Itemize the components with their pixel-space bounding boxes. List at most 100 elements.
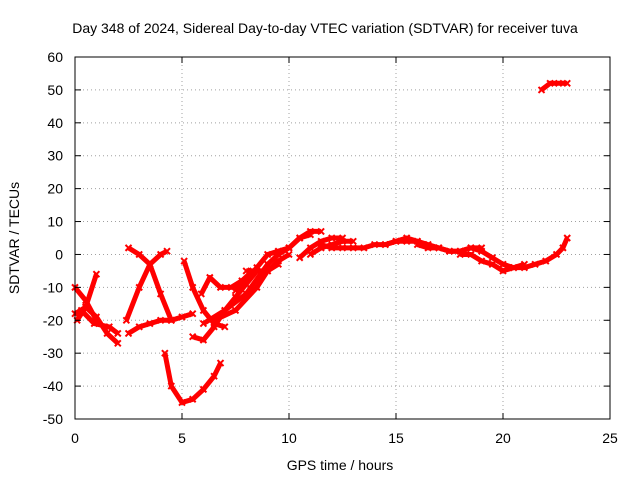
data-point: [135, 283, 143, 292]
data-point: [546, 79, 554, 88]
x-tick-label: 20: [495, 430, 511, 446]
data-point: [563, 79, 571, 88]
data-point: [456, 250, 464, 259]
x-tick-label: 15: [388, 430, 404, 446]
data-point: [90, 319, 98, 328]
y-tick-label: -30: [43, 345, 63, 361]
data-point: [161, 349, 169, 357]
data-point: [146, 260, 154, 269]
data-point: [92, 270, 101, 278]
data-point: [552, 250, 561, 259]
y-tick-label: 40: [47, 115, 63, 131]
series-track-21: [456, 234, 571, 275]
data-point: [124, 329, 133, 338]
data-point: [338, 244, 347, 252]
data-point: [231, 306, 240, 315]
series-track-4: [77, 306, 122, 338]
data-point: [509, 263, 518, 272]
series-track-5: [124, 244, 176, 324]
data-point: [199, 385, 208, 394]
y-tick-label: 50: [47, 82, 63, 98]
y-tick-label: 20: [47, 181, 63, 197]
data-point: [188, 309, 197, 318]
data-point: [163, 247, 171, 255]
series-track-14: [231, 231, 315, 295]
data-point: [188, 333, 197, 341]
data-point: [499, 267, 507, 275]
data-point: [77, 306, 86, 315]
data-point: [135, 323, 143, 331]
series-track-6: [122, 247, 171, 324]
data-point: [197, 290, 205, 298]
data-point: [199, 319, 208, 328]
data-point: [467, 250, 475, 259]
y-tick-label: 10: [47, 214, 63, 230]
x-tick-label: 10: [281, 430, 297, 446]
data-point: [199, 336, 208, 344]
data-point: [317, 240, 325, 249]
data-point: [306, 244, 315, 252]
series-group: [71, 79, 571, 407]
y-tick-label: -50: [43, 411, 63, 427]
data-point: [328, 234, 336, 242]
x-axis-label: GPS time / hours: [287, 457, 394, 473]
y-axis-label: SDTVAR / TECUs: [6, 182, 22, 294]
plot-frame: [74, 56, 611, 420]
data-point: [477, 247, 486, 255]
data-point: [370, 240, 379, 249]
data-point: [531, 260, 539, 269]
series-line: [127, 245, 174, 322]
data-point: [146, 319, 154, 328]
series-track-7: [124, 309, 197, 338]
chart-title: Day 348 of 2024, Sidereal Day-to-day VTE…: [72, 20, 578, 36]
data-point: [306, 231, 315, 239]
series-line: [539, 80, 568, 92]
data-point: [402, 234, 411, 242]
data-point: [317, 227, 325, 236]
data-point: [103, 329, 111, 338]
data-point: [263, 250, 272, 259]
data-point: [499, 260, 507, 269]
data-point: [285, 250, 293, 259]
data-point: [445, 247, 454, 255]
data-point: [360, 244, 368, 252]
data-point: [216, 359, 225, 367]
series-line: [79, 308, 120, 336]
data-point: [231, 286, 240, 295]
data-point: [210, 323, 218, 331]
data-point: [199, 306, 208, 315]
series-track-19: [381, 234, 486, 255]
data-point: [135, 250, 143, 259]
data-point: [488, 260, 497, 269]
series-track-15: [242, 260, 283, 275]
data-point: [105, 323, 113, 331]
data-point: [554, 79, 563, 88]
grid: [75, 57, 610, 419]
data-point: [156, 250, 165, 259]
data-point: [114, 339, 122, 348]
series-track-8: [161, 349, 225, 407]
data-point: [306, 250, 315, 259]
data-point: [216, 283, 225, 292]
data-point: [392, 237, 400, 245]
data-point: [537, 86, 546, 94]
series-track-20: [413, 240, 529, 272]
data-point: [563, 234, 571, 242]
data-point: [349, 244, 357, 252]
y-tick-label: 30: [47, 148, 63, 164]
data-point: [435, 244, 443, 252]
data-point: [488, 254, 497, 262]
data-point: [242, 267, 250, 275]
data-point: [338, 237, 347, 245]
data-point: [467, 244, 475, 252]
data-point: [559, 244, 567, 252]
data-point: [180, 257, 188, 265]
data-point: [178, 313, 186, 321]
y-tick-label: -40: [43, 378, 63, 394]
y-tick-label: -10: [43, 279, 63, 295]
data-point: [167, 316, 176, 324]
data-point: [156, 316, 165, 324]
data-point: [520, 263, 529, 272]
x-tick-label: 25: [602, 430, 618, 446]
data-point: [328, 244, 336, 252]
